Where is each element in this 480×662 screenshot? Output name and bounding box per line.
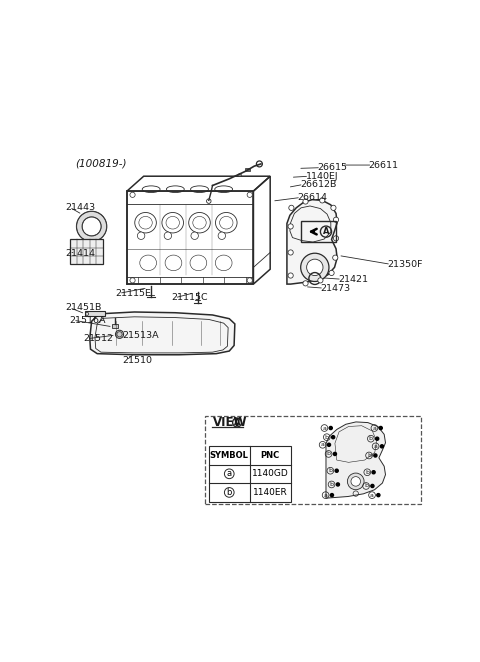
Bar bbox=[301, 221, 336, 242]
Polygon shape bbox=[287, 200, 337, 284]
Circle shape bbox=[371, 485, 374, 487]
Text: 21510: 21510 bbox=[122, 356, 153, 365]
Text: 1140ER: 1140ER bbox=[253, 488, 288, 497]
Text: a: a bbox=[372, 426, 376, 430]
Circle shape bbox=[335, 469, 338, 472]
Bar bbox=[71, 240, 103, 263]
Text: (100819-): (100819-) bbox=[75, 159, 126, 169]
Text: 21513A: 21513A bbox=[122, 330, 159, 340]
Text: 1140EJ: 1140EJ bbox=[305, 171, 338, 181]
Bar bbox=[205, 416, 421, 504]
Circle shape bbox=[191, 232, 198, 240]
Bar bbox=[112, 324, 118, 328]
Circle shape bbox=[303, 199, 308, 204]
Circle shape bbox=[318, 278, 323, 283]
Text: a: a bbox=[370, 493, 374, 498]
Circle shape bbox=[164, 232, 172, 240]
Text: a: a bbox=[227, 469, 232, 479]
Circle shape bbox=[130, 278, 135, 283]
Text: b: b bbox=[326, 451, 331, 456]
Circle shape bbox=[377, 494, 380, 496]
Circle shape bbox=[288, 273, 293, 278]
Text: b: b bbox=[328, 468, 332, 473]
Bar bbox=[245, 168, 250, 171]
Circle shape bbox=[288, 224, 293, 229]
Text: 1140GD: 1140GD bbox=[252, 469, 288, 479]
Text: A: A bbox=[234, 418, 240, 427]
Circle shape bbox=[247, 192, 252, 197]
Bar bbox=[85, 311, 105, 316]
Circle shape bbox=[334, 236, 338, 241]
Text: VIEW: VIEW bbox=[213, 416, 248, 429]
Text: b: b bbox=[367, 453, 371, 458]
Text: SYMBOL: SYMBOL bbox=[210, 451, 249, 459]
Circle shape bbox=[351, 477, 360, 486]
Circle shape bbox=[348, 473, 364, 490]
Circle shape bbox=[334, 217, 338, 222]
Polygon shape bbox=[90, 312, 235, 355]
Circle shape bbox=[329, 270, 334, 275]
Circle shape bbox=[330, 494, 334, 496]
Circle shape bbox=[300, 253, 329, 281]
Circle shape bbox=[303, 281, 308, 286]
Circle shape bbox=[379, 426, 382, 430]
Circle shape bbox=[137, 232, 145, 240]
Circle shape bbox=[372, 471, 375, 474]
Text: 21350F: 21350F bbox=[387, 260, 423, 269]
Circle shape bbox=[130, 192, 135, 197]
Bar bbox=[209, 446, 290, 502]
Text: PNC: PNC bbox=[261, 451, 280, 459]
Circle shape bbox=[218, 232, 226, 240]
Text: 21414: 21414 bbox=[66, 249, 96, 258]
Circle shape bbox=[332, 436, 335, 439]
Circle shape bbox=[307, 259, 323, 275]
Text: 21512: 21512 bbox=[83, 334, 113, 344]
Text: a: a bbox=[324, 493, 327, 498]
Text: a: a bbox=[373, 444, 378, 449]
Text: a: a bbox=[321, 442, 324, 448]
Text: 26614: 26614 bbox=[297, 193, 327, 202]
Circle shape bbox=[206, 199, 211, 203]
Text: 21473: 21473 bbox=[321, 284, 350, 293]
Text: a: a bbox=[323, 426, 326, 430]
Circle shape bbox=[320, 198, 325, 203]
Circle shape bbox=[115, 330, 124, 338]
Text: b: b bbox=[365, 470, 369, 475]
Text: b: b bbox=[325, 435, 329, 440]
Text: 26615: 26615 bbox=[317, 163, 348, 172]
Text: 21451B: 21451B bbox=[66, 303, 102, 312]
Circle shape bbox=[376, 437, 379, 440]
Text: b: b bbox=[227, 488, 232, 497]
Text: 26611: 26611 bbox=[369, 161, 399, 169]
Polygon shape bbox=[326, 422, 385, 498]
Circle shape bbox=[331, 205, 336, 211]
Text: 21516A: 21516A bbox=[69, 316, 106, 324]
Circle shape bbox=[333, 255, 338, 260]
Text: b: b bbox=[364, 483, 368, 489]
Circle shape bbox=[374, 454, 377, 457]
Text: 21115E: 21115E bbox=[115, 289, 151, 298]
Circle shape bbox=[288, 250, 293, 255]
Circle shape bbox=[289, 205, 294, 211]
Circle shape bbox=[333, 452, 336, 455]
Text: b: b bbox=[330, 482, 334, 487]
Circle shape bbox=[329, 426, 332, 430]
Text: b: b bbox=[369, 436, 373, 441]
Text: 21115C: 21115C bbox=[171, 293, 207, 303]
Text: 26612B: 26612B bbox=[300, 180, 336, 189]
Circle shape bbox=[336, 483, 339, 486]
Circle shape bbox=[247, 278, 252, 283]
Text: A: A bbox=[323, 227, 329, 236]
Circle shape bbox=[327, 444, 331, 446]
Ellipse shape bbox=[238, 174, 241, 176]
Text: 21421: 21421 bbox=[338, 275, 368, 284]
Text: 21443: 21443 bbox=[66, 203, 96, 212]
Circle shape bbox=[380, 445, 384, 448]
